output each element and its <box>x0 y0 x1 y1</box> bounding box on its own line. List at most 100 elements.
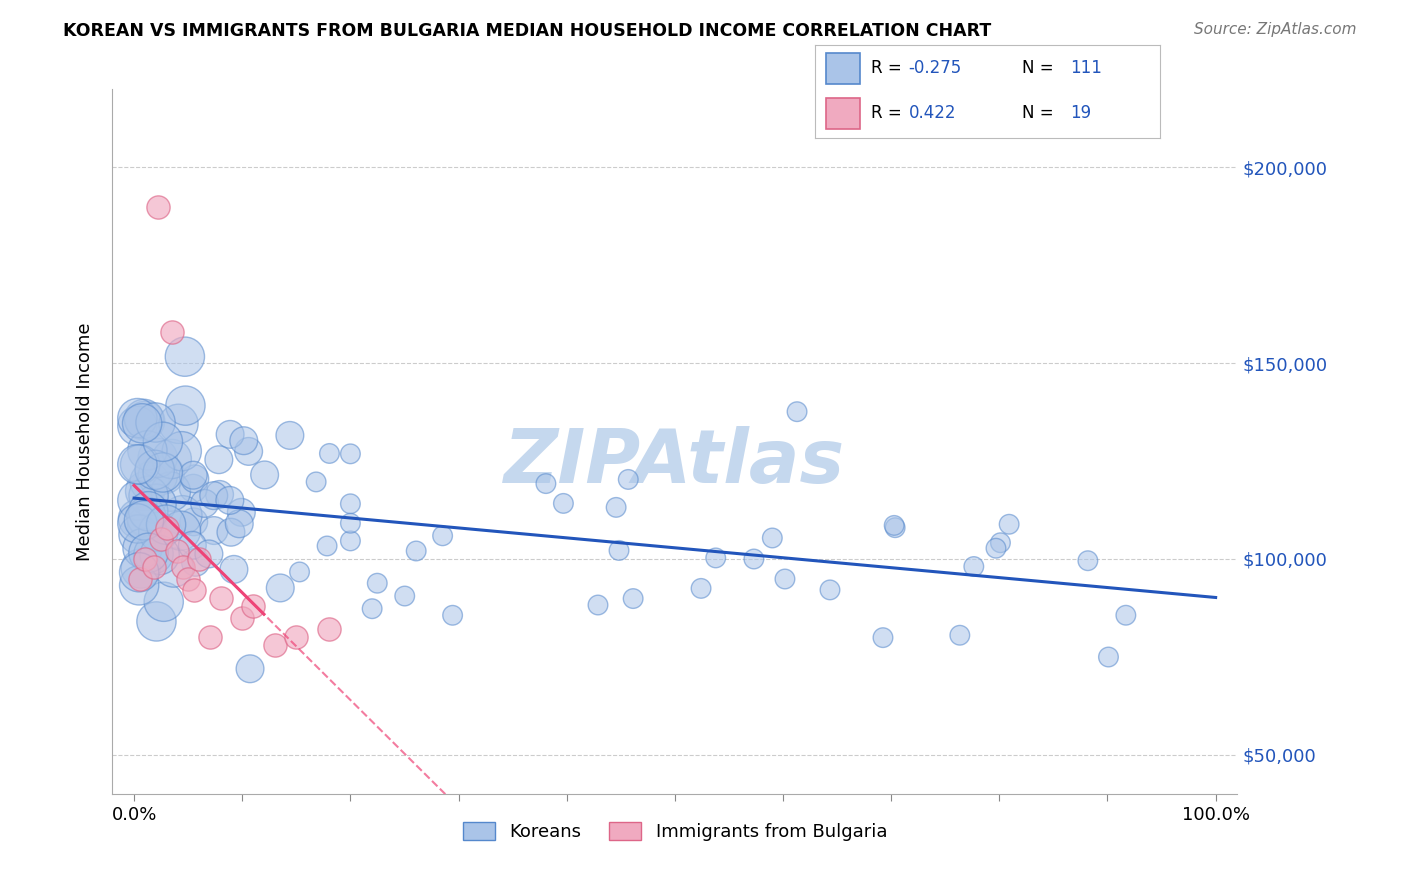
Point <box>285 630 308 644</box>
Point <box>131 541 153 556</box>
Point <box>288 565 311 579</box>
Point <box>316 539 339 553</box>
Point <box>208 487 231 501</box>
Bar <box>825 98 860 129</box>
Point <box>127 516 149 531</box>
Point <box>129 561 152 575</box>
Point <box>138 489 160 503</box>
Point <box>166 544 188 558</box>
Point <box>134 552 156 566</box>
Point <box>219 525 242 540</box>
Point <box>405 544 427 558</box>
Point <box>318 623 340 637</box>
Point <box>605 500 627 515</box>
Point <box>253 467 276 482</box>
Point <box>170 444 193 458</box>
Text: Source: ZipAtlas.com: Source: ZipAtlas.com <box>1194 22 1357 37</box>
Point <box>167 417 190 431</box>
Point <box>145 416 167 430</box>
Point <box>160 325 183 339</box>
Point <box>361 601 384 615</box>
Point <box>222 562 245 576</box>
Point <box>690 582 713 596</box>
Point <box>145 497 167 511</box>
Y-axis label: Median Household Income: Median Household Income <box>76 322 94 561</box>
Point <box>131 417 153 431</box>
Point <box>339 447 361 461</box>
Text: ZIPAtlas: ZIPAtlas <box>505 426 845 500</box>
Point <box>127 527 149 541</box>
Point <box>617 472 640 486</box>
Text: 111: 111 <box>1070 60 1102 78</box>
Point <box>160 452 183 467</box>
Point <box>143 463 166 477</box>
Point <box>173 350 195 364</box>
Point <box>990 535 1012 549</box>
Point <box>963 559 986 574</box>
Text: 0.422: 0.422 <box>908 104 956 122</box>
Point <box>984 541 1007 556</box>
Text: 19: 19 <box>1070 104 1091 122</box>
Point <box>184 555 207 569</box>
Point <box>305 475 328 489</box>
Point <box>181 468 204 483</box>
Point <box>269 581 291 595</box>
Point <box>239 662 262 676</box>
Text: KOREAN VS IMMIGRANTS FROM BULGARIA MEDIAN HOUSEHOLD INCOME CORRELATION CHART: KOREAN VS IMMIGRANTS FROM BULGARIA MEDIA… <box>63 22 991 40</box>
Point <box>198 630 221 644</box>
Point <box>134 414 156 428</box>
Point <box>146 450 169 465</box>
Point <box>742 552 765 566</box>
Point <box>149 548 172 562</box>
Point <box>132 412 155 426</box>
Point <box>219 427 242 442</box>
Point <box>150 533 173 547</box>
Point <box>132 513 155 527</box>
Point <box>145 615 167 629</box>
Point <box>146 200 169 214</box>
Point <box>138 475 160 489</box>
Point <box>998 517 1021 532</box>
Point <box>155 517 177 532</box>
Point <box>278 428 301 442</box>
Point <box>136 504 159 518</box>
Point <box>129 458 152 472</box>
Point <box>136 443 159 458</box>
Point <box>232 434 254 448</box>
Point <box>136 511 159 525</box>
Point <box>136 517 159 532</box>
Point <box>152 595 174 609</box>
Point <box>1077 554 1099 568</box>
Point <box>138 546 160 560</box>
Point <box>127 493 149 508</box>
Point <box>209 591 232 606</box>
Point <box>172 559 194 574</box>
Point <box>607 543 630 558</box>
Point <box>170 524 193 538</box>
Point <box>318 446 340 460</box>
Point <box>883 518 905 533</box>
Point <box>238 444 260 458</box>
Point <box>159 484 181 499</box>
Point <box>818 582 841 597</box>
Point <box>177 572 200 586</box>
Text: -0.275: -0.275 <box>908 60 962 78</box>
Point <box>218 493 240 508</box>
Point <box>202 489 225 503</box>
Point <box>172 508 194 523</box>
Legend: Koreans, Immigrants from Bulgaria: Koreans, Immigrants from Bulgaria <box>456 814 894 848</box>
Point <box>704 550 727 565</box>
Point <box>231 505 253 519</box>
Point <box>127 418 149 433</box>
Point <box>202 524 225 538</box>
Point <box>148 524 170 539</box>
Point <box>534 476 557 491</box>
Point <box>1097 650 1119 665</box>
Point <box>183 481 205 495</box>
Point <box>432 529 454 543</box>
Point <box>162 560 184 574</box>
Point <box>242 599 264 613</box>
Point <box>366 576 388 591</box>
Point <box>339 497 361 511</box>
Point <box>194 496 217 510</box>
